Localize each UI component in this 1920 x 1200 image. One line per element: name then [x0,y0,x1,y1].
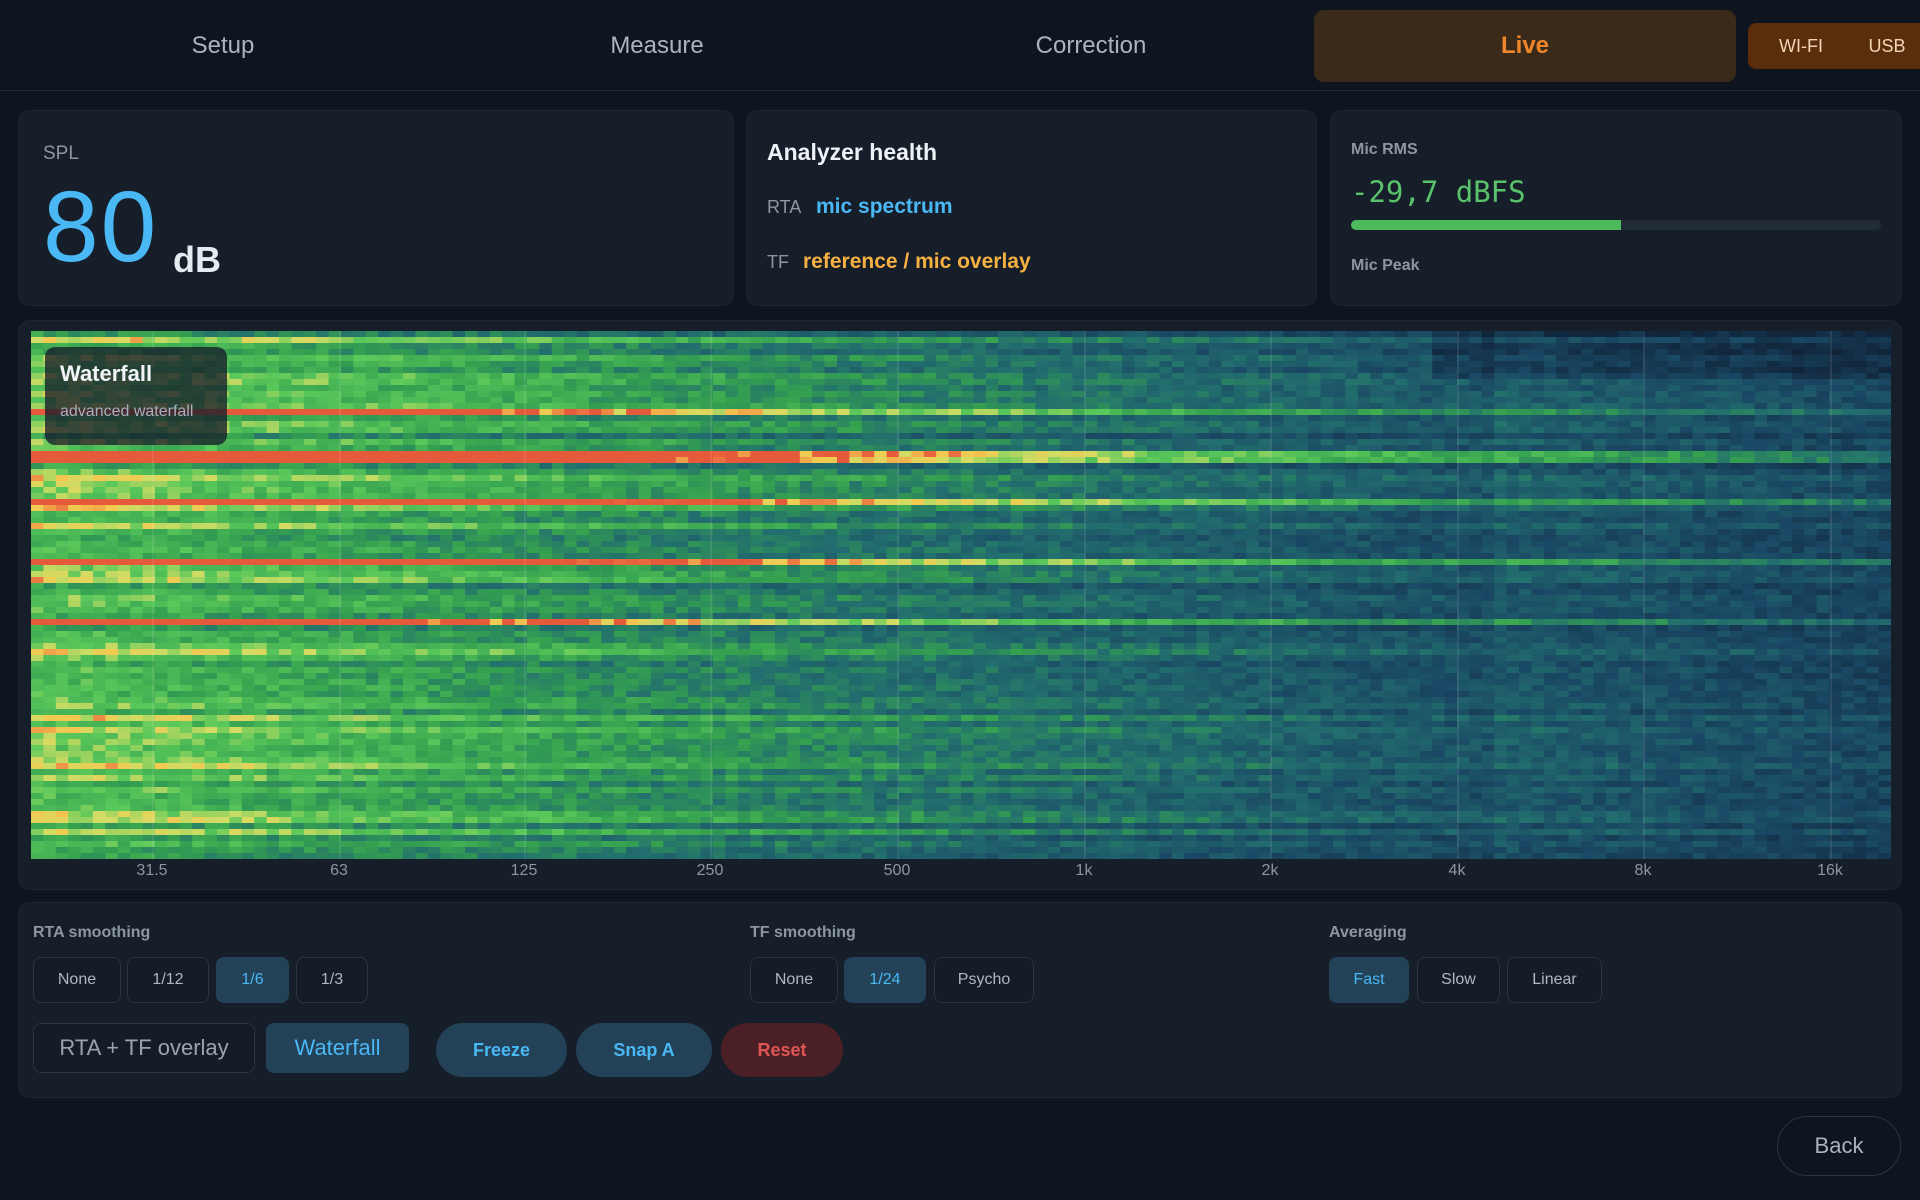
tf-smoothing-psycho[interactable]: Psycho [934,957,1034,1003]
averaging-fast[interactable]: Fast [1329,957,1409,1003]
waterfall-heatmap[interactable] [31,331,1891,859]
rta-smoothing-label: RTA smoothing [33,924,151,941]
freq-tick-250: 250 [696,862,724,879]
rta-smoothing-1-6[interactable]: 1/6 [216,957,289,1003]
freq-tick-4k: 4k [1448,862,1466,879]
tab-live[interactable]: Live [1314,10,1736,82]
view-mode-waterfall[interactable]: Waterfall [266,1023,409,1073]
averaging-label: Averaging [1329,924,1407,941]
tf-smoothing-none[interactable]: None [750,957,838,1003]
wifi-badge: WI-FI [1748,23,1854,69]
freq-tick-125: 125 [510,862,538,879]
rta-smoothing-none[interactable]: None [33,957,121,1003]
spl-unit: dB [173,239,221,280]
waterfall-title: Waterfall [60,361,153,386]
spl-value: 80 [43,171,159,283]
mic-rms-value: -29,7 dBFS [1351,175,1526,209]
spl-card: SPL 80 dB [18,110,734,306]
tab-setup[interactable]: Setup [191,32,255,59]
mic-rms-label: Mic RMS [1351,141,1418,158]
freq-tick-500: 500 [883,862,911,879]
freeze-button[interactable]: Freeze [436,1023,567,1077]
mic-rms-meter [1351,220,1881,230]
freq-tick-63: 63 [330,862,348,879]
rta-key: RTA [767,197,802,217]
usb-badge: USB [1838,23,1920,69]
waterfall-subtitle: advanced waterfall [60,403,194,420]
waterfall-panel [18,320,1902,890]
rta-value: mic spectrum [816,195,953,218]
waterfall-label: Waterfall advanced waterfall [45,347,227,445]
analyzer-health-card: Analyzer health RTA mic spectrum TF refe… [746,110,1317,306]
top-nav: Setup Measure Correction Live WI-FI USB [0,0,1920,91]
mic-card: Mic RMS -29,7 dBFS Mic Peak [1330,110,1902,306]
snap-a-button[interactable]: Snap A [576,1023,712,1077]
reset-button[interactable]: Reset [721,1023,843,1077]
freq-tick-31-5: 31.5 [136,862,168,879]
back-button[interactable]: Back [1777,1116,1901,1176]
freq-tick-1k: 1k [1075,862,1093,879]
rta-smoothing-1-12[interactable]: 1/12 [127,957,209,1003]
mic-peak-label: Mic Peak [1351,257,1420,274]
spl-label: SPL [43,143,79,164]
tab-measure[interactable]: Measure [610,32,704,59]
freq-tick-2k: 2k [1261,862,1279,879]
tf-value: reference / mic overlay [803,250,1031,273]
averaging-slow[interactable]: Slow [1417,957,1500,1003]
freq-tick-8k: 8k [1634,862,1652,879]
rta-smoothing-1-3[interactable]: 1/3 [296,957,368,1003]
freq-tick-16k: 16k [1817,862,1843,879]
tf-smoothing-1-24[interactable]: 1/24 [844,957,926,1003]
tf-smoothing-label: TF smoothing [750,924,856,941]
tf-key: TF [767,252,789,272]
view-mode-rta-tf-overlay[interactable]: RTA + TF overlay [33,1023,255,1073]
analyzer-health-title: Analyzer health [767,139,937,165]
mic-rms-meter-fill [1351,220,1622,230]
averaging-linear[interactable]: Linear [1507,957,1602,1003]
tab-correction[interactable]: Correction [1035,32,1147,59]
